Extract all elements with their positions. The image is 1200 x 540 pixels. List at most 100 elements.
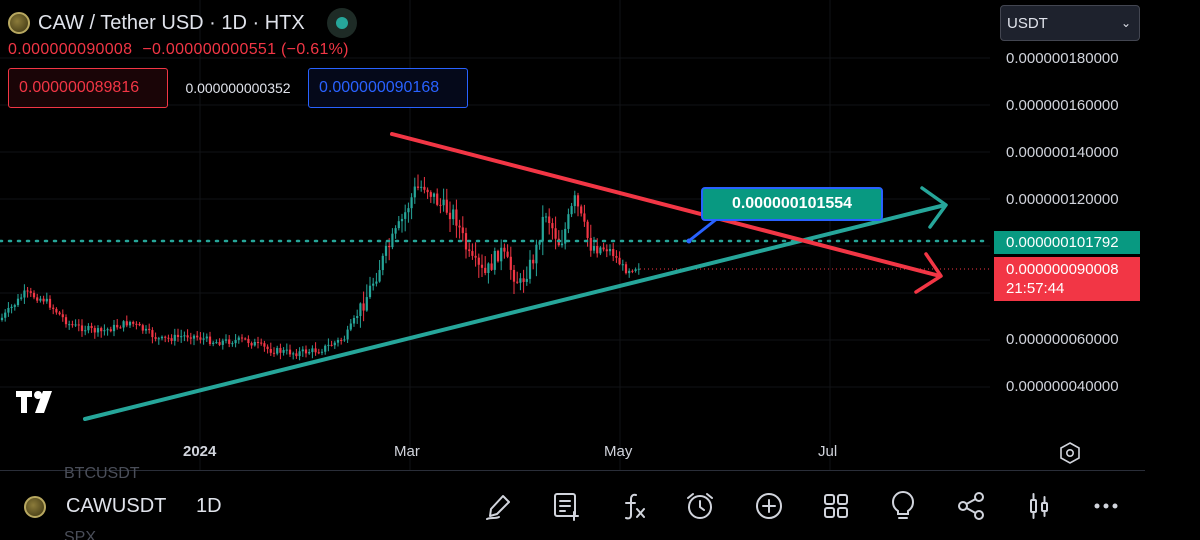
candle-body xyxy=(189,337,192,339)
interval-selector[interactable]: 1D xyxy=(196,495,222,517)
candle-body xyxy=(343,339,346,341)
candle-body xyxy=(628,270,631,274)
price-axis-label: 0.000000180000 xyxy=(1006,50,1119,67)
price-axis-label: 0.000000140000 xyxy=(1006,144,1119,161)
candle-body xyxy=(378,270,381,282)
candle-body xyxy=(436,193,439,205)
price-change-row: 0.000000090008 −0.000000000551 (−0.61%) xyxy=(8,41,468,59)
candle-body xyxy=(605,249,608,252)
market-status-icon[interactable] xyxy=(326,8,357,38)
candle-body xyxy=(237,337,240,341)
more-icon[interactable] xyxy=(1088,488,1124,524)
candle-body xyxy=(116,324,119,328)
time-axis-label: Mar xyxy=(394,443,420,460)
candle-body xyxy=(135,323,138,325)
candle-body xyxy=(615,256,618,258)
candle-body xyxy=(519,278,522,283)
candle-body xyxy=(541,216,544,242)
candle-body xyxy=(381,255,384,271)
lightbulb-icon[interactable] xyxy=(885,488,921,524)
candle-body xyxy=(516,281,519,283)
buy-sell-panel: 0.000000089816 0.000000000352 0.00000009… xyxy=(8,68,468,108)
chevron-down-icon: ⌄ xyxy=(1120,16,1131,30)
price-change: −0.000000000551 (−0.61%) xyxy=(142,41,349,58)
candle-body xyxy=(621,264,624,266)
candle-body xyxy=(276,347,279,354)
tradingview-logo[interactable] xyxy=(14,388,60,423)
candle-body xyxy=(240,337,244,339)
share-icon[interactable] xyxy=(953,488,989,524)
candle-body xyxy=(404,212,407,219)
candle-body xyxy=(426,189,429,193)
candle-body xyxy=(16,298,20,306)
candle-body xyxy=(592,246,596,251)
candle-body xyxy=(496,250,500,262)
notes-icon[interactable] xyxy=(548,488,584,524)
sell-button[interactable]: 0.000000089816 xyxy=(8,68,168,108)
candle-body xyxy=(372,283,375,286)
layout-grid-icon[interactable] xyxy=(818,488,854,524)
candle-body xyxy=(612,248,615,257)
candle-body xyxy=(26,290,29,292)
currency-select[interactable]: USDT ⌄ xyxy=(1000,5,1140,41)
candle-body xyxy=(548,216,551,224)
candle-body xyxy=(442,199,445,206)
candle-body xyxy=(400,218,404,222)
candle-body xyxy=(512,269,516,282)
alarm-clock-icon[interactable] xyxy=(682,488,718,524)
candle-body xyxy=(4,312,7,318)
candle-body xyxy=(570,206,573,215)
candle-body xyxy=(205,336,208,339)
candle-body xyxy=(624,264,628,274)
candle-body xyxy=(125,321,128,326)
candle-body xyxy=(525,278,528,282)
price-axis-label: 0.000000060000 xyxy=(1006,331,1119,348)
candle-body xyxy=(506,251,509,257)
candle-body xyxy=(599,247,602,254)
plus-circle-icon[interactable] xyxy=(751,488,787,524)
candle-body xyxy=(362,303,365,311)
last-price: 0.000000090008 xyxy=(8,41,133,58)
price-axis-label: 0.000000160000 xyxy=(1006,97,1119,114)
pen-icon[interactable] xyxy=(481,488,517,524)
candle-body xyxy=(544,216,548,218)
candlestick-series xyxy=(0,174,640,361)
candle-body xyxy=(29,291,32,293)
symbol-selector[interactable]: CAWUSDT xyxy=(66,495,167,517)
candle-body xyxy=(359,303,362,317)
candle-body xyxy=(61,314,64,318)
candle-body xyxy=(103,330,106,332)
chart-settings-icon[interactable] xyxy=(1058,441,1082,465)
candle-body xyxy=(596,246,599,254)
candle-body xyxy=(375,281,378,284)
price-callout[interactable]: 0.000000101554 xyxy=(701,187,883,221)
buy-button[interactable]: 0.000000090168 xyxy=(308,68,468,108)
bar-countdown: 21:57:44 xyxy=(1006,280,1065,297)
candle-body xyxy=(608,248,612,252)
candle-body xyxy=(532,259,535,264)
candle-body xyxy=(410,197,413,209)
candles-icon[interactable] xyxy=(1021,488,1057,524)
candle-body xyxy=(282,350,285,353)
candle-body xyxy=(468,249,471,252)
candle-body xyxy=(477,257,480,265)
candle-body xyxy=(164,336,167,338)
time-axis-label: 2024 xyxy=(183,443,217,460)
candle-body xyxy=(279,347,282,353)
candle-body xyxy=(180,336,183,338)
indicators-fx-icon[interactable] xyxy=(615,488,651,524)
symbol-title[interactable]: CAW / Tether USD · 1D · HTX xyxy=(38,11,305,34)
candle-body xyxy=(589,237,592,251)
candle-body xyxy=(445,199,448,213)
candle-body xyxy=(461,227,464,234)
candle-body xyxy=(490,263,493,270)
currency-select-value: USDT xyxy=(1007,14,1048,32)
candle-body xyxy=(288,349,292,355)
price-chart[interactable] xyxy=(0,0,1145,470)
chart-area[interactable]: CAW / Tether USD · 1D · HTX 0.0000000900… xyxy=(0,0,1145,470)
candle-body xyxy=(77,324,80,326)
candle-body xyxy=(7,307,10,313)
candle-body xyxy=(413,186,416,198)
candle-body xyxy=(439,204,442,206)
candle-body xyxy=(586,221,589,238)
